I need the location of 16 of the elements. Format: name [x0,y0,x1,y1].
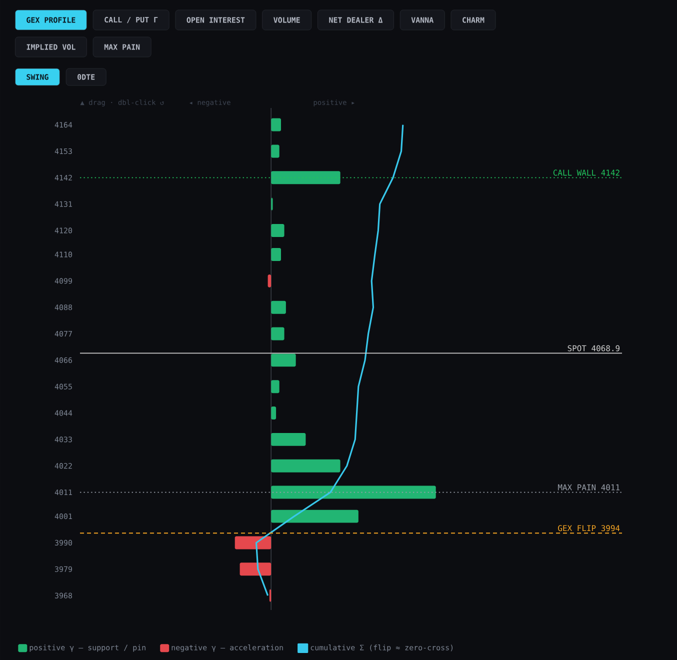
bar [234,536,272,550]
bar [271,486,436,499]
bar [271,459,340,472]
bar [271,406,276,420]
bar [271,144,280,158]
bar [271,171,340,184]
bar [271,118,281,132]
bar [271,224,284,237]
bar [271,300,286,314]
bar [271,248,281,261]
bar [271,354,296,367]
bar [271,510,358,523]
bar [271,432,306,446]
bar [240,562,272,576]
bar [271,380,280,394]
bar [271,327,284,340]
